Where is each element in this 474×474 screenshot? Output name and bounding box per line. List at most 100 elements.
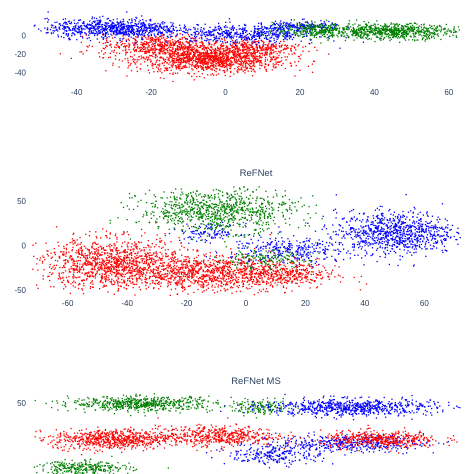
data-point xyxy=(336,28,338,31)
data-point xyxy=(218,29,221,31)
data-point xyxy=(200,63,202,65)
data-point xyxy=(100,50,103,52)
data-point xyxy=(161,22,163,24)
data-point xyxy=(62,28,64,30)
data-point xyxy=(171,32,173,35)
data-point xyxy=(222,62,225,64)
data-point xyxy=(210,51,212,54)
data-point xyxy=(287,28,290,30)
data-point xyxy=(144,43,146,46)
data-point xyxy=(282,63,284,65)
data-point xyxy=(109,27,112,29)
data-point xyxy=(159,51,161,53)
data-point xyxy=(161,33,163,35)
data-point xyxy=(339,47,341,49)
data-point xyxy=(122,18,124,20)
data-point xyxy=(100,29,102,31)
data-point xyxy=(363,21,365,23)
data-point xyxy=(212,48,214,50)
data-point xyxy=(303,25,305,27)
data-point xyxy=(104,28,107,30)
data-point xyxy=(187,32,189,34)
data-point xyxy=(426,30,428,32)
data-point xyxy=(316,24,319,26)
data-point xyxy=(140,25,142,27)
data-point xyxy=(406,23,408,25)
data-point xyxy=(161,46,163,48)
data-point xyxy=(249,67,251,69)
data-point xyxy=(226,36,228,38)
data-point xyxy=(127,30,129,32)
data-point xyxy=(230,29,232,31)
data-point xyxy=(80,28,82,30)
data-point xyxy=(171,253,173,255)
data-point xyxy=(142,23,145,25)
data-point xyxy=(256,55,258,57)
data-point xyxy=(218,25,221,27)
data-point xyxy=(358,32,360,34)
data-point xyxy=(406,26,408,28)
data-point xyxy=(313,35,315,37)
data-point xyxy=(388,34,390,36)
data-point xyxy=(105,230,108,232)
data-point xyxy=(232,28,235,31)
data-point xyxy=(116,238,118,240)
data-point xyxy=(58,27,60,29)
data-point xyxy=(214,57,216,59)
data-point xyxy=(97,257,99,260)
data-point xyxy=(154,40,156,42)
data-point xyxy=(290,22,292,24)
data-point xyxy=(260,27,262,29)
data-point xyxy=(262,40,264,43)
data-point xyxy=(84,253,86,255)
data-point xyxy=(194,28,196,31)
data-point xyxy=(151,27,154,30)
data-point xyxy=(329,26,332,28)
data-point xyxy=(142,46,145,48)
data-point xyxy=(384,33,386,36)
data-point xyxy=(262,29,264,31)
data-point xyxy=(172,41,174,43)
data-point xyxy=(209,58,211,60)
data-point xyxy=(101,28,103,30)
data-point xyxy=(272,33,274,35)
data-point xyxy=(408,39,410,41)
data-point xyxy=(243,69,246,71)
data-point xyxy=(228,58,230,61)
data-point xyxy=(288,28,290,30)
data-point xyxy=(210,56,212,58)
data-point xyxy=(157,64,159,66)
data-point xyxy=(194,59,196,61)
data-point xyxy=(221,55,223,57)
data-point xyxy=(254,30,256,32)
data-point xyxy=(253,48,255,50)
data-point xyxy=(358,30,360,32)
data-point xyxy=(201,58,203,60)
data-point xyxy=(252,68,255,70)
data-point xyxy=(261,49,263,51)
data-point xyxy=(166,32,168,34)
data-point xyxy=(309,23,311,26)
data-point xyxy=(175,26,177,29)
data-point xyxy=(327,39,329,41)
data-point xyxy=(252,62,254,64)
data-point xyxy=(263,26,266,28)
data-point xyxy=(172,48,174,50)
data-point xyxy=(453,26,455,28)
data-point xyxy=(104,278,106,280)
data-point xyxy=(121,26,123,29)
data-point xyxy=(276,29,279,31)
data-point xyxy=(420,31,422,33)
data-point xyxy=(287,29,290,32)
data-point xyxy=(389,39,391,42)
data-point xyxy=(383,30,385,32)
data-point xyxy=(214,56,216,58)
data-point xyxy=(125,267,127,269)
data-point xyxy=(152,40,155,42)
data-point xyxy=(110,20,112,22)
data-point xyxy=(281,35,284,37)
data-point xyxy=(118,23,120,25)
data-point xyxy=(118,66,120,68)
data-point xyxy=(157,59,159,61)
data-point xyxy=(164,42,166,44)
